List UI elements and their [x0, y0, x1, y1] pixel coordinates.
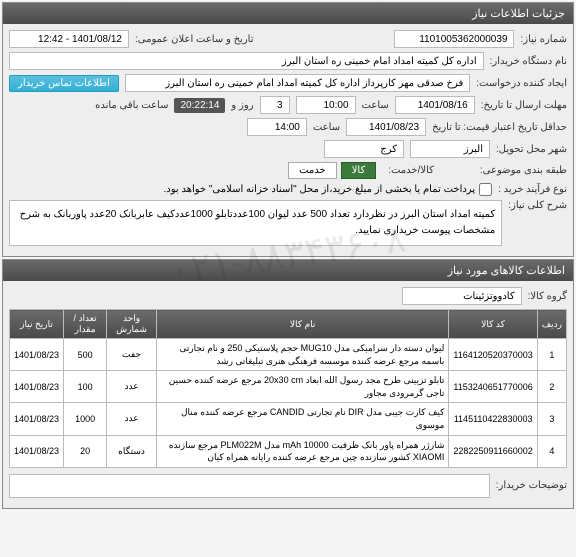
group-field: کادووتزئینات: [402, 287, 522, 305]
valid-date-field: 1401/08/23: [346, 118, 426, 136]
city-field: کرج: [324, 140, 404, 158]
table-cell: جفت: [107, 339, 157, 371]
type-radio-group: کالا خدمت: [288, 162, 376, 179]
buyer-label: نام دستگاه خریدار:: [490, 56, 567, 67]
time-label-1: ساعت: [362, 100, 389, 111]
table-cell: 1401/08/23: [10, 339, 64, 371]
table-cell: 1: [537, 339, 566, 371]
table-cell: شارژر همراه پاور بانک ظرفیت mAh 10000 مد…: [156, 435, 448, 467]
table-cell: 100: [64, 371, 107, 403]
process-checkbox-row: پرداخت تمام یا بخشی از مبلغ خرید،از محل …: [164, 183, 493, 196]
radio-goods[interactable]: کالا: [341, 162, 377, 179]
table-header: تعداد / مقدار: [64, 310, 107, 339]
deadline-label: مهلت ارسال تا تاریخ:: [481, 100, 567, 111]
requester-field: فرخ صدقی مهر کارپرداز اداره کل کمیته امد…: [125, 74, 470, 92]
buyer-notes-field: [9, 474, 490, 498]
table-header: کد کالا: [449, 310, 537, 339]
delivery-label: طبقه بندی موضوعی:: [480, 165, 567, 176]
table-cell: 500: [64, 339, 107, 371]
info-panel-header: جزئیات اطلاعات نیاز: [3, 3, 573, 24]
table-cell: 1401/08/23: [10, 435, 64, 467]
need-no-field: 1101005362000039: [394, 30, 514, 48]
deadline-time-field: 10:00: [296, 96, 356, 114]
time-label-2: ساعت: [313, 122, 340, 133]
buyer-field: اداره کل کمیته امداد امام خمینی ره استان…: [9, 52, 484, 70]
table-cell: تابلو تزیینی طرح مجد رسول الله ابعاد 20x…: [156, 371, 448, 403]
goods-panel-header: اطلاعات کالاهای مورد نیاز: [3, 260, 573, 281]
remain-label: ساعت باقی مانده: [95, 100, 168, 111]
table-cell: 1153240651770006: [449, 371, 537, 403]
province-field: البرز: [410, 140, 490, 158]
contact-button[interactable]: اطلاعات تماس خریدار: [9, 75, 119, 92]
table-header: ردیف: [537, 310, 566, 339]
table-cell: عدد: [107, 403, 157, 435]
table-row: 21153240651770006تابلو تزیینی طرح مجد رس…: [10, 371, 567, 403]
goods-panel: اطلاعات کالاهای مورد نیاز گروه کالا: کاد…: [2, 259, 574, 509]
table-cell: 2: [537, 371, 566, 403]
table-row: 42282250911660002شارژر همراه پاور بانک ظ…: [10, 435, 567, 467]
days-field: 3: [260, 96, 290, 114]
countdown-badge: 20:22:14: [174, 98, 225, 113]
table-cell: 1145110422830003: [449, 403, 537, 435]
table-cell: 1401/08/23: [10, 403, 64, 435]
table-header: واحد شمارش: [107, 310, 157, 339]
process-note: پرداخت تمام یا بخشی از مبلغ خرید،از محل …: [164, 184, 476, 195]
days-label: روز و: [231, 100, 253, 111]
table-cell: 1401/08/23: [10, 371, 64, 403]
city-label: شهر محل تحویل:: [496, 144, 567, 155]
table-header: نام کالا: [156, 310, 448, 339]
summary-label: شرح کلی نیاز:: [508, 200, 567, 211]
table-cell: لیوان دسته دار سرامیکی مدل MUG10 حجم پلا…: [156, 339, 448, 371]
deadline-date-field: 1401/08/16: [395, 96, 475, 114]
table-cell: 3: [537, 403, 566, 435]
table-cell: 20: [64, 435, 107, 467]
table-cell: 1000: [64, 403, 107, 435]
table-cell: دستگاه: [107, 435, 157, 467]
radio-service[interactable]: خدمت: [288, 162, 337, 179]
announce-label: تاریخ و ساعت اعلان عمومی:: [135, 34, 254, 45]
process-label: نوع فرآیند خرید :: [498, 184, 567, 195]
announce-field: 1401/08/12 - 12:42: [9, 30, 129, 48]
table-cell: 1164120520370003: [449, 339, 537, 371]
table-cell: 4: [537, 435, 566, 467]
process-checkbox[interactable]: [479, 183, 492, 196]
table-header: تاریخ نیاز: [10, 310, 64, 339]
need-no-label: شماره نیاز:: [520, 34, 567, 45]
goods-table: ردیفکد کالانام کالاواحد شمارشتعداد / مقد…: [9, 309, 567, 468]
valid-label: حداقل تاریخ اعتبار قیمت: تا تاریخ: [432, 122, 567, 133]
table-cell: 2282250911660002: [449, 435, 537, 467]
table-row: 11164120520370003لیوان دسته دار سرامیکی …: [10, 339, 567, 371]
requester-label: ایجاد کننده درخواست:: [476, 78, 567, 89]
valid-time-field: 14:00: [247, 118, 307, 136]
goods-service-label: کالا/خدمت:: [388, 165, 434, 176]
table-cell: کیف کارت جیبی مدل DIR نام تجارتی CANDID …: [156, 403, 448, 435]
summary-box: کمیته امداد استان البرز در نظردارد تعداد…: [9, 200, 502, 246]
table-row: 31145110422830003کیف کارت جیبی مدل DIR ن…: [10, 403, 567, 435]
info-panel: جزئیات اطلاعات نیاز شماره نیاز: 11010053…: [2, 2, 574, 257]
buyer-notes-label: توضیحات خریدار:: [496, 480, 567, 491]
group-label: گروه کالا:: [528, 291, 567, 302]
table-cell: عدد: [107, 371, 157, 403]
